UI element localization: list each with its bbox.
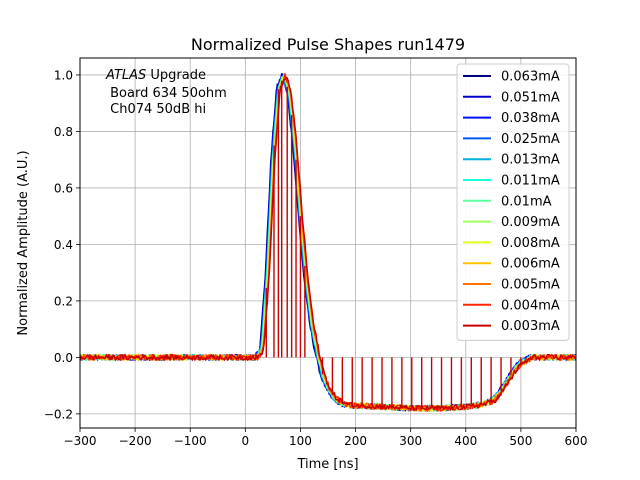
legend-label: 0.025mA	[501, 132, 560, 147]
x-axis-label: Time [ns]	[296, 457, 358, 472]
x-tick-label: 500	[509, 434, 532, 448]
y-axis-label: Normalized Amplitude (A.U.)	[16, 150, 31, 335]
legend-label: 0.011mA	[501, 174, 560, 189]
plot-frame	[79, 57, 577, 429]
annotation-line-3: Ch074 50dB hi	[106, 102, 206, 117]
y-tick-label: 0.0	[54, 351, 73, 365]
x-tick-label: −200	[119, 434, 152, 448]
legend-label: 0.038mA	[501, 111, 560, 126]
legend-label: 0.013mA	[501, 153, 560, 168]
x-tick-label: 200	[344, 434, 367, 448]
legend-box	[456, 63, 570, 341]
x-tick-label: 300	[399, 434, 422, 448]
legend-label: 0.063mA	[501, 70, 560, 85]
legend-label: 0.051mA	[501, 90, 560, 105]
y-tick-label: −0.2	[44, 407, 73, 421]
x-tick-label: 600	[565, 434, 588, 448]
x-tick-label: 400	[454, 434, 477, 448]
annotation-line-2: Board 634 50ohm	[106, 86, 227, 101]
x-tick-label: 0	[242, 434, 250, 448]
series-line	[79, 72, 577, 412]
legend-label: 0.01mA	[501, 194, 552, 209]
x-tick-label: −300	[64, 434, 97, 448]
annotation-line-1: ATLAS Upgrade	[105, 68, 206, 83]
legend-label: 0.009mA	[501, 215, 560, 230]
legend-label: 0.004mA	[501, 298, 560, 313]
y-tick-label: 0.6	[54, 181, 73, 195]
series-layer	[79, 72, 577, 412]
annotation: ATLAS Upgrade Board 634 50ohm Ch074 50dB…	[105, 68, 227, 117]
x-tick-label: −100	[174, 434, 207, 448]
legend-label: 0.003mA	[501, 319, 560, 334]
y-tick-label: 1.0	[54, 68, 73, 82]
y-tick-label: 0.2	[54, 294, 73, 308]
atlas-label: ATLAS	[105, 68, 146, 83]
chart-title: Normalized Pulse Shapes run1479	[191, 35, 465, 54]
legend: 0.063mA 0.051mA 0.038mA 0.025mA 0.013mA 0.011…	[456, 63, 570, 341]
legend-label: 0.006mA	[501, 257, 560, 272]
y-tick-label: 0.4	[54, 238, 73, 252]
legend-label: 0.008mA	[501, 236, 560, 251]
x-tick-label: 100	[289, 434, 312, 448]
y-tick-label: 0.8	[54, 125, 73, 139]
axis-ticks: −300 −200 −100 0 100 200 300 400 500 600 −0.2 0.0 0.…	[44, 68, 588, 448]
series-line	[79, 77, 577, 412]
annotation-upgrade: Upgrade	[146, 68, 206, 83]
legend-label: 0.005mA	[501, 278, 560, 293]
